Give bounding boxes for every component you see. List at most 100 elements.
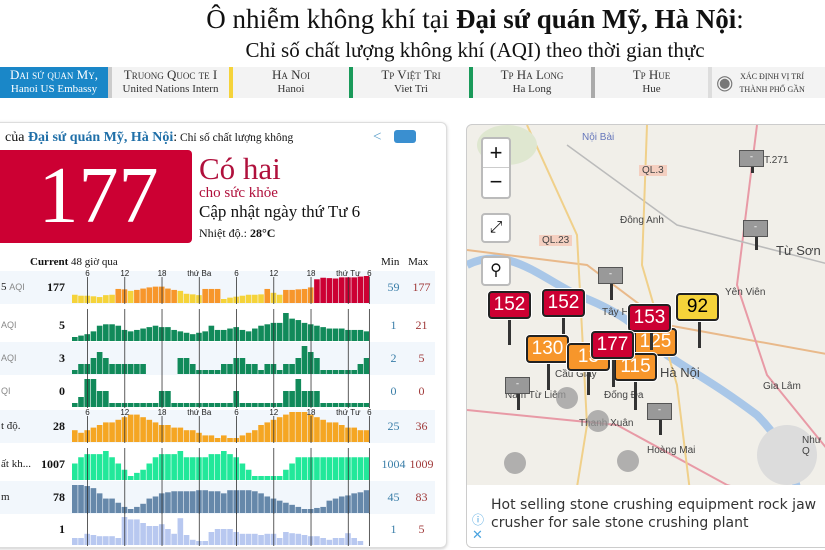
- sparkline-bar: [208, 403, 215, 407]
- share-icon[interactable]: <: [373, 129, 382, 145]
- sparkline-bar: [115, 538, 122, 545]
- sparkline-row: m 78 45 83: [0, 481, 435, 514]
- sparkline-bar: [295, 289, 302, 303]
- zoom-in-button[interactable]: +: [483, 139, 509, 168]
- time-tick-label: 18: [306, 408, 316, 417]
- ad-text[interactable]: Hot selling stone crushing equipment roc…: [491, 497, 817, 531]
- sparkline-bar: [357, 430, 364, 442]
- sparkline-bar: [103, 358, 109, 374]
- sparkline-bar: [276, 294, 283, 303]
- station-cluster[interactable]: [504, 452, 526, 474]
- sparkline-bar: [363, 490, 370, 513]
- aqi-marker[interactable]: 125: [634, 328, 677, 356]
- sparkline-bar: [245, 331, 252, 341]
- row-current: 28: [53, 419, 65, 433]
- place-label: T.271: [764, 155, 789, 166]
- map[interactable]: Nội Bài QL.3 T.271 Đông Anh QL.23 Từ Sơn…: [466, 124, 825, 548]
- sparkline-bar: [351, 403, 357, 407]
- station-marker-empty[interactable]: -: [739, 150, 764, 167]
- station-cluster[interactable]: [617, 450, 639, 472]
- close-icon[interactable]: ✕: [472, 528, 483, 543]
- sparkline-bar: [134, 329, 140, 341]
- sparkline-bar: [146, 403, 153, 407]
- sparkline-bar: [227, 328, 233, 341]
- sparkline-bar: [276, 370, 283, 374]
- sparkline-bar: [96, 454, 103, 480]
- chat-icon[interactable]: [394, 130, 416, 143]
- tab-truong-quoc-te[interactable]: Truong Quoc te I United Nations Intern: [112, 67, 233, 98]
- map-pin-icon[interactable]: ⚲: [481, 256, 511, 286]
- sparkline-bar: [258, 425, 264, 442]
- sparkline-bar: [289, 364, 295, 374]
- time-tick-label: 12: [269, 269, 279, 278]
- station-marker-empty[interactable]: -: [598, 267, 623, 284]
- sparkline-bar: [320, 327, 326, 341]
- sparkline-bar: [283, 391, 289, 407]
- sparkline-chart: [72, 513, 370, 546]
- station-marker-empty[interactable]: -: [743, 220, 768, 237]
- sparkline-bar: [152, 325, 159, 341]
- sparkline-chart: [72, 412, 370, 443]
- sparkline-bar: [171, 329, 177, 341]
- sparkline-bar: [289, 318, 295, 341]
- sparkline-bar: [357, 492, 364, 513]
- aqi-marker[interactable]: 153: [628, 304, 671, 332]
- info-icon[interactable]: ⓘ: [472, 513, 485, 527]
- sparkline-bar: [264, 324, 271, 341]
- sparkline-bar: [214, 370, 221, 374]
- sparkline-bar: [258, 535, 264, 545]
- tab-viet-tri[interactable]: Tp Việt Tri Viet Tri: [353, 67, 473, 98]
- aqi-marker[interactable]: 177: [591, 331, 634, 359]
- station-marker-empty[interactable]: -: [505, 377, 530, 394]
- station-cluster[interactable]: [587, 410, 609, 432]
- sparkline-bar: [357, 541, 364, 545]
- sparkline-bar: [109, 457, 115, 480]
- sparkline-bar: [320, 277, 326, 303]
- sparkline-bar: [72, 370, 78, 374]
- sparkline-bar: [72, 337, 78, 341]
- zoom-out-button[interactable]: −: [489, 169, 503, 194]
- sparkline-bar: [103, 324, 109, 341]
- tab-ha-long[interactable]: Tp Ha Long Ha Long: [473, 67, 595, 98]
- sparkline-bar: [363, 358, 370, 374]
- fullscreen-icon[interactable]: ⤢: [481, 213, 511, 243]
- aqi-marker[interactable]: 152: [542, 289, 585, 317]
- tab-hue[interactable]: Tp Hue Hue: [595, 67, 712, 98]
- tab-us-embassy[interactable]: Dai sứ quan My, Hanoi US Embassy: [0, 67, 112, 98]
- locate-nearest-city-button[interactable]: ◉ Xác định vị trí thành phố gần: [712, 67, 825, 98]
- sparkline-bar: [264, 422, 271, 442]
- sparkline-bar: [289, 412, 295, 442]
- sparkline-bar: [314, 279, 320, 303]
- station-marker-empty[interactable]: -: [647, 403, 672, 420]
- sparkline-bar: [202, 403, 208, 407]
- sparkline-bar: [221, 364, 227, 374]
- sparkline-bar: [338, 328, 345, 341]
- sparkline-bar: [351, 370, 357, 374]
- sparkline-bar: [252, 403, 258, 407]
- sparkline-bar: [165, 425, 171, 442]
- sparkline-bar: [295, 533, 302, 545]
- sparkline-bar: [326, 403, 333, 407]
- sparkline-bar: [276, 500, 283, 513]
- tab-ha-noi[interactable]: Ha Noi Hanoi: [233, 67, 353, 98]
- sparkline-bar: [295, 506, 302, 513]
- sparkline-bar: [152, 403, 159, 407]
- sparkline-bar: [264, 288, 271, 303]
- place-label: Nam Từ Liêm: [505, 390, 566, 401]
- aqi-marker[interactable]: 152: [488, 291, 531, 319]
- sparkline-bar: [127, 509, 134, 513]
- sparkline-bar: [90, 454, 97, 480]
- row-current: 1: [59, 522, 65, 536]
- sparkline-bar: [96, 352, 103, 374]
- sparkline-bar: [258, 493, 264, 513]
- aqi-marker[interactable]: 130: [526, 335, 569, 363]
- panel-title: của Đại sứ quán Mỹ, Hà Nội: Chỉ số chất …: [5, 130, 294, 145]
- sparkline-row: AQI 5 1 21: [0, 309, 435, 342]
- sparkline-bar: [289, 391, 295, 407]
- sparkline-row: 1 1 5: [0, 513, 435, 546]
- sparkline-bar: [314, 507, 320, 513]
- ad-banner[interactable]: Hot selling stone crushing equipment roc…: [467, 485, 825, 547]
- aqi-marker[interactable]: 92: [676, 293, 719, 321]
- station-cluster[interactable]: [556, 387, 578, 409]
- sparkline-bar: [214, 454, 221, 480]
